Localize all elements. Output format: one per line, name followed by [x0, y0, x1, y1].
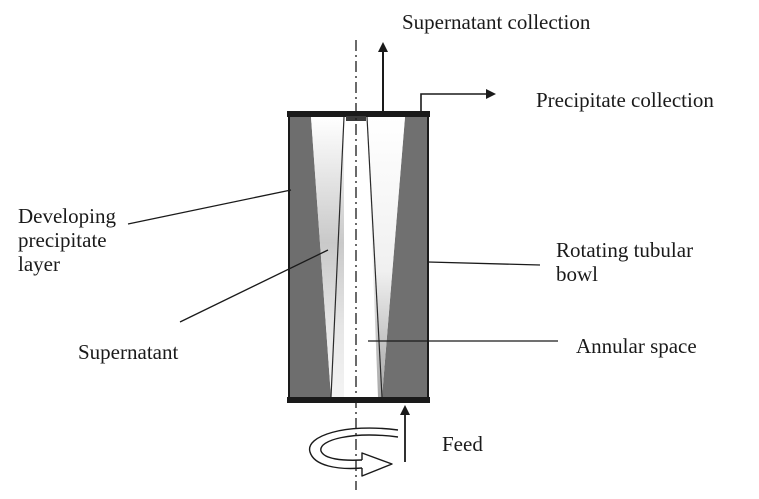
label-developing-layer-line3: layer — [18, 252, 60, 276]
supernatant-region-right — [367, 117, 405, 397]
label-feed: Feed — [442, 432, 483, 456]
precipitate-layer-left — [290, 117, 331, 397]
label-rotating-bowl-line1: Rotating tubular — [556, 238, 694, 262]
label-precipitate-collection: Precipitate collection — [536, 88, 714, 112]
rotation-arrow-icon — [309, 427, 399, 477]
supernatant-region-left — [311, 117, 344, 397]
leader-developing-layer — [127, 189, 292, 225]
label-developing-layer-line2: precipitate — [18, 228, 107, 252]
precipitate-collection-arrow — [420, 89, 496, 111]
leader-supernatant — [179, 249, 329, 323]
bowl-bottom-plate — [287, 397, 430, 403]
inner-edge-left — [330, 116, 345, 398]
label-rotating-bowl-line2: bowl — [556, 262, 598, 286]
label-developing-layer: Developing precipitate layer — [18, 204, 116, 276]
inner-edge-right — [366, 116, 383, 398]
precipitate-layer-right — [382, 117, 427, 397]
leader-rotating-bowl — [427, 261, 541, 266]
label-rotating-bowl: Rotating tubular bowl — [556, 238, 693, 286]
label-supernatant: Supernatant — [78, 340, 179, 364]
label-developing-layer-line1: Developing — [18, 204, 116, 228]
label-supernatant-collection: Supernatant collection — [402, 10, 591, 34]
bowl-top-plate — [287, 111, 430, 117]
label-annular-space: Annular space — [576, 334, 697, 358]
